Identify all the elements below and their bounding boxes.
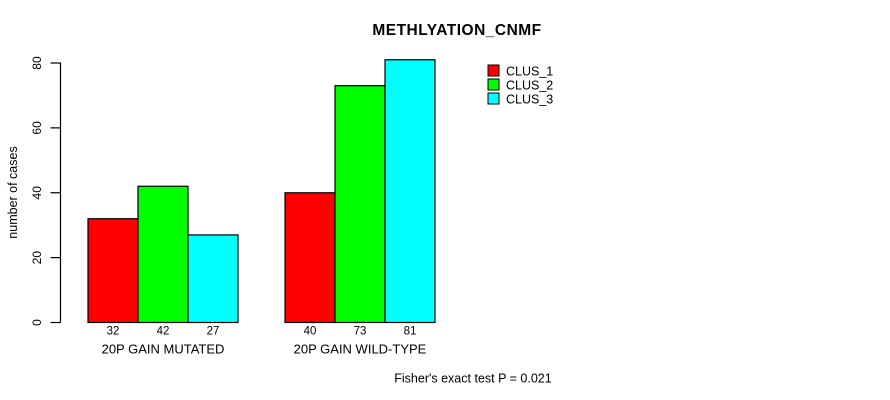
x-axis-labels: 20P GAIN MUTATED 20P GAIN WILD-TYPE	[102, 342, 427, 357]
bars-group	[87, 59, 436, 324]
bar-value-label: 73	[354, 326, 367, 338]
bar-clus_1	[284, 192, 336, 324]
bar-clus_1	[87, 218, 139, 324]
y-tick-label: 80	[30, 56, 44, 70]
bar-clus_3	[187, 234, 239, 324]
bar-value-label: 27	[207, 326, 220, 338]
bar-value-label: 40	[304, 326, 317, 338]
bar-value-label: 32	[107, 326, 120, 338]
legend-item: CLUS_2	[487, 78, 553, 93]
legend-label: CLUS_3	[506, 93, 553, 107]
y-tick-label: 0	[30, 319, 44, 326]
legend-label: CLUS_2	[506, 79, 553, 93]
bar-clus_2	[137, 185, 189, 324]
y-axis: 0 20 40 60 80 number of cases	[6, 56, 62, 326]
bar-clus_3	[384, 59, 436, 324]
legend: CLUS_1 CLUS_2 CLUS_3	[487, 64, 553, 107]
category-label: 20P GAIN MUTATED	[102, 342, 225, 357]
bar-value-label: 42	[157, 326, 170, 338]
y-axis-ticks: 0 20 40 60 80	[30, 56, 61, 326]
caption: Fisher's exact test P = 0.021	[394, 372, 551, 386]
legend-swatch-clus2	[487, 78, 500, 91]
y-axis-title: number of cases	[6, 146, 20, 238]
legend-swatch-clus1	[487, 64, 500, 77]
y-tick-label: 20	[30, 251, 44, 265]
bar-value-label: 81	[404, 326, 417, 338]
y-tick-label: 40	[30, 186, 44, 200]
value-labels-group: 32 42 27 40 73 81	[107, 326, 417, 338]
legend-item: CLUS_3	[487, 92, 553, 107]
legend-label: CLUS_1	[506, 65, 553, 79]
legend-swatch-clus3	[487, 92, 500, 105]
bar-clus_2	[334, 85, 386, 324]
chart-title: METHLYATION_CNMF	[372, 22, 541, 39]
category-label: 20P GAIN WILD-TYPE	[294, 342, 427, 357]
y-tick-label: 60	[30, 121, 44, 135]
legend-item: CLUS_1	[487, 64, 553, 79]
